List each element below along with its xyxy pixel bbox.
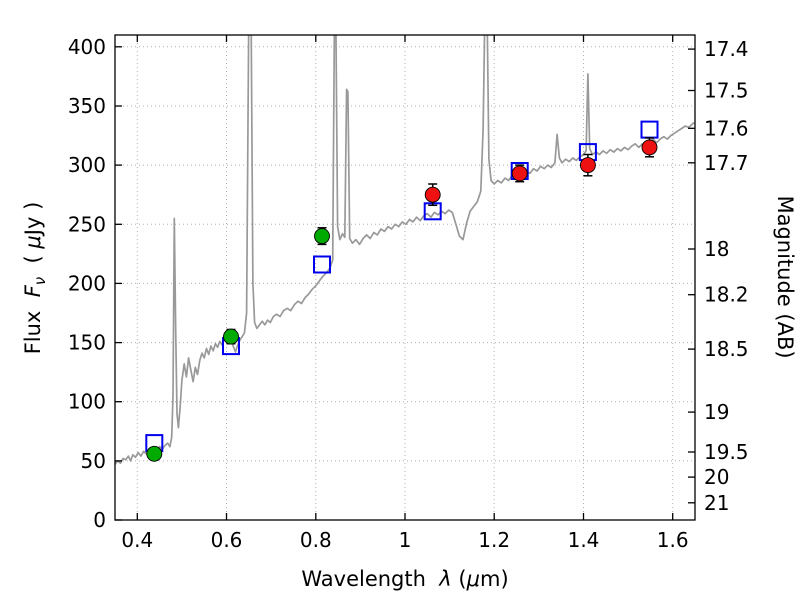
model-square-marker: [313, 255, 331, 274]
y-tick-label-right: 18: [704, 237, 729, 261]
green-photometry-marker: [314, 228, 330, 245]
green-photometry-marker: [223, 328, 239, 345]
y-axis-label-right: Magnitude (AB): [773, 195, 797, 358]
y-tick-label-left: 0: [93, 508, 106, 532]
grid: [115, 35, 695, 520]
axes-frame: [114, 34, 696, 521]
y-tick-label-left: 200: [68, 271, 106, 295]
y-tick-label-right: 17.7: [704, 151, 749, 175]
y-tick-label-left: 100: [68, 390, 106, 414]
y-tick-label-left: 150: [68, 331, 106, 355]
y-tick-label-right: 21: [704, 491, 729, 515]
red-photometry-marker: [579, 157, 596, 174]
red-photometry-marker: [511, 165, 528, 182]
photometry-markers: [145, 120, 659, 462]
y-axis-label-left: Flux Fν ( μJy ): [21, 202, 49, 355]
spectrum-line: [115, 35, 695, 465]
y-tick-label-right: 17.5: [704, 79, 749, 103]
y-tick-label-left: 250: [68, 212, 106, 236]
x-tick-label: 1: [399, 528, 412, 552]
y-tick-label-left: 300: [68, 153, 106, 177]
x-axis-label: Wavelength λ (μm): [301, 567, 508, 591]
x-tick-label: 1.6: [657, 528, 689, 552]
y-tick-label-right: 19.5: [704, 440, 749, 464]
y-tick-label-right: 20: [704, 465, 729, 489]
y-tick-label-left: 350: [68, 94, 106, 118]
tick-labels: 0.4 0.6 0.8 1 1.2 1.4 1.6 0 50 100 150 200 250 300 350…: [68, 35, 749, 552]
x-tick-label: 0.4: [121, 528, 153, 552]
y-tick-label-left: 50: [81, 449, 106, 473]
y-tick-label-left: 400: [68, 35, 106, 59]
model-square-marker: [640, 120, 659, 139]
x-tick-label: 1.4: [568, 528, 600, 552]
spectrum-series: [115, 35, 695, 465]
y-tick-label-right: 18.5: [704, 337, 749, 361]
y-tick-label-right: 17.6: [704, 116, 749, 140]
y-tick-label-right: 19: [704, 400, 729, 424]
x-tick-label: 1.2: [478, 528, 510, 552]
red-photometry-marker: [424, 186, 441, 203]
red-photometry-marker: [641, 139, 658, 156]
x-tick-label: 0.8: [300, 528, 332, 552]
x-tick-label: 0.6: [211, 528, 243, 552]
green-photometry-marker: [146, 445, 163, 462]
y-tick-label-right: 17.4: [704, 37, 749, 61]
y-tick-label-right: 18.2: [704, 283, 749, 307]
